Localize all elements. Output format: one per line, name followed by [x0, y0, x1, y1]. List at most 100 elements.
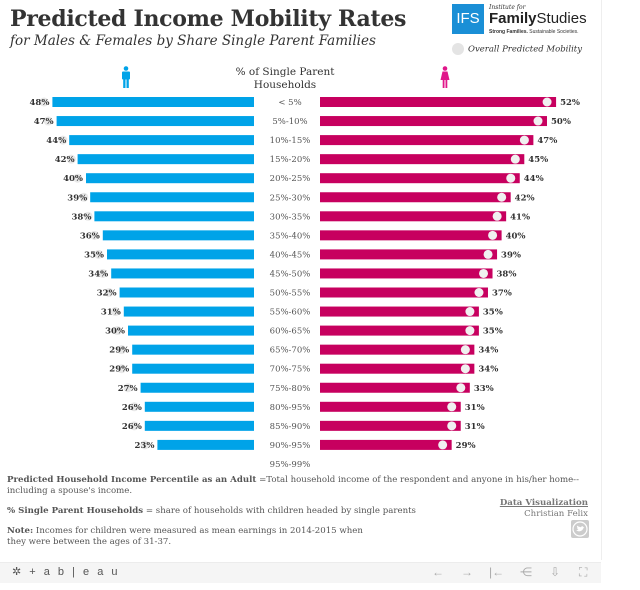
female-value-label: 50% [551, 117, 571, 127]
male-bar [111, 268, 254, 279]
male-value-label: 35% [84, 250, 104, 260]
tableau-toolbar: ✲ + a b | e a u ← → |← ⋲ ⇩ ⛶ [0, 562, 601, 583]
male-bar [144, 401, 254, 412]
revert-button[interactable]: |← [489, 565, 505, 579]
female-value-label: 40% [506, 231, 526, 241]
category-label: 40%-45% [270, 250, 311, 260]
female-value-label: 47% [537, 136, 557, 146]
overall-dot [39, 97, 49, 107]
page-subtitle: for Males & Females by Share Single Pare… [10, 33, 376, 49]
overall-dot [474, 288, 484, 297]
female-bar [320, 420, 461, 431]
male-bar [119, 287, 254, 298]
category-label: 90%-95% [270, 441, 311, 451]
category-label: 25%-30% [270, 193, 311, 203]
logo-tagline-bold: Strong Families. [489, 29, 528, 35]
download-button[interactable]: ⇩ [550, 565, 561, 579]
data-visualization-link[interactable]: Data Visualization [499, 498, 588, 508]
logo-name: FamilyStudies [489, 10, 587, 27]
male-value-label: 30% [105, 327, 125, 337]
tableau-logo[interactable]: ✲ + a b | e a u [12, 565, 120, 578]
male-bar [102, 230, 254, 241]
female-value-label: 35% [483, 308, 503, 318]
male-bar [94, 211, 255, 222]
share-button[interactable]: ⋲ [520, 565, 532, 579]
male-value-label: 48% [29, 98, 49, 108]
male-person-icon [122, 66, 130, 88]
overall-dot [542, 97, 552, 107]
notes: Predicted Household Income Percentile as… [7, 475, 597, 557]
overall-dot [113, 326, 122, 336]
overall-dot [465, 326, 475, 336]
overall-dot [447, 402, 457, 412]
fullscreen-button[interactable]: ⛶ [579, 565, 588, 579]
overall-dot [129, 402, 139, 412]
overall-dot [94, 249, 104, 259]
category-header: % of Single Parent Households [235, 66, 335, 91]
female-bar [320, 268, 493, 279]
note-measurement: Note: Incomes for children were measured… [7, 526, 367, 548]
overall-dot [117, 345, 127, 355]
female-value-label: 39% [501, 250, 521, 260]
female-bar [320, 211, 507, 222]
female-bar [320, 325, 479, 336]
overall-dot [497, 192, 507, 202]
redo-button[interactable]: → [461, 565, 473, 579]
female-value-label: 37% [492, 289, 512, 299]
female-value-label: 41% [510, 212, 530, 222]
note-single-parent-label: % Single Parent Households [7, 506, 144, 516]
overall-dot [438, 440, 448, 450]
overall-dot [510, 154, 520, 164]
female-value-label: 52% [560, 98, 580, 108]
overall-dot [123, 383, 133, 393]
female-value-label: 34% [478, 346, 498, 356]
category-label: 5%-10% [272, 117, 307, 127]
male-value-label: 29% [109, 346, 129, 356]
twitter-button[interactable] [571, 520, 589, 538]
overall-dot [98, 268, 108, 278]
overall-dot [73, 173, 83, 183]
overall-dot [492, 211, 502, 221]
female-value-label: 44% [524, 174, 544, 184]
category-label: 75%-80% [270, 384, 311, 394]
category-label: 10%-15% [270, 136, 311, 146]
category-label: 95%-99% [270, 460, 311, 470]
logo-name-bold: Family [489, 10, 537, 27]
overall-dot [479, 268, 489, 278]
overall-dot [483, 249, 493, 259]
female-bar [320, 382, 470, 393]
overall-dot [488, 230, 498, 240]
male-value-label: 44% [46, 136, 66, 146]
category-label: < 5% [278, 98, 301, 108]
male-value-label: 27% [118, 384, 138, 394]
male-bar [123, 306, 254, 317]
category-label: 15%-20% [270, 155, 311, 165]
female-bar [320, 192, 511, 203]
female-bar [320, 363, 475, 374]
male-value-label: 29% [109, 365, 129, 375]
overall-dot [460, 345, 470, 355]
female-value-label: 35% [483, 327, 503, 337]
note-income-label: Predicted Household Income Percentile as… [7, 475, 257, 485]
undo-button[interactable]: ← [432, 565, 444, 579]
note-label: Note: [7, 526, 34, 536]
male-bar [132, 363, 254, 374]
female-bar [320, 439, 452, 450]
tableau-mark-icon: ✲ [12, 566, 30, 578]
category-label: 20%-25% [270, 174, 311, 184]
male-value-label: 26% [122, 403, 142, 413]
male-bar [56, 116, 254, 127]
male-bar [107, 249, 254, 260]
ifs-logo[interactable]: IFS Institute for FamilyStudies Strong F… [452, 4, 600, 36]
credit-author: Christian Felix [524, 509, 588, 519]
overall-dot [456, 383, 466, 393]
category-label: 70%-75% [270, 365, 311, 375]
category-label: 45%-50% [270, 269, 311, 279]
female-value-label: 45% [528, 155, 548, 165]
male-bar [77, 154, 254, 165]
female-value-label: 42% [515, 193, 535, 203]
overall-dot [66, 154, 76, 164]
twitter-bird-icon [572, 521, 588, 537]
overall-dot [465, 307, 475, 317]
male-bar [144, 420, 254, 431]
